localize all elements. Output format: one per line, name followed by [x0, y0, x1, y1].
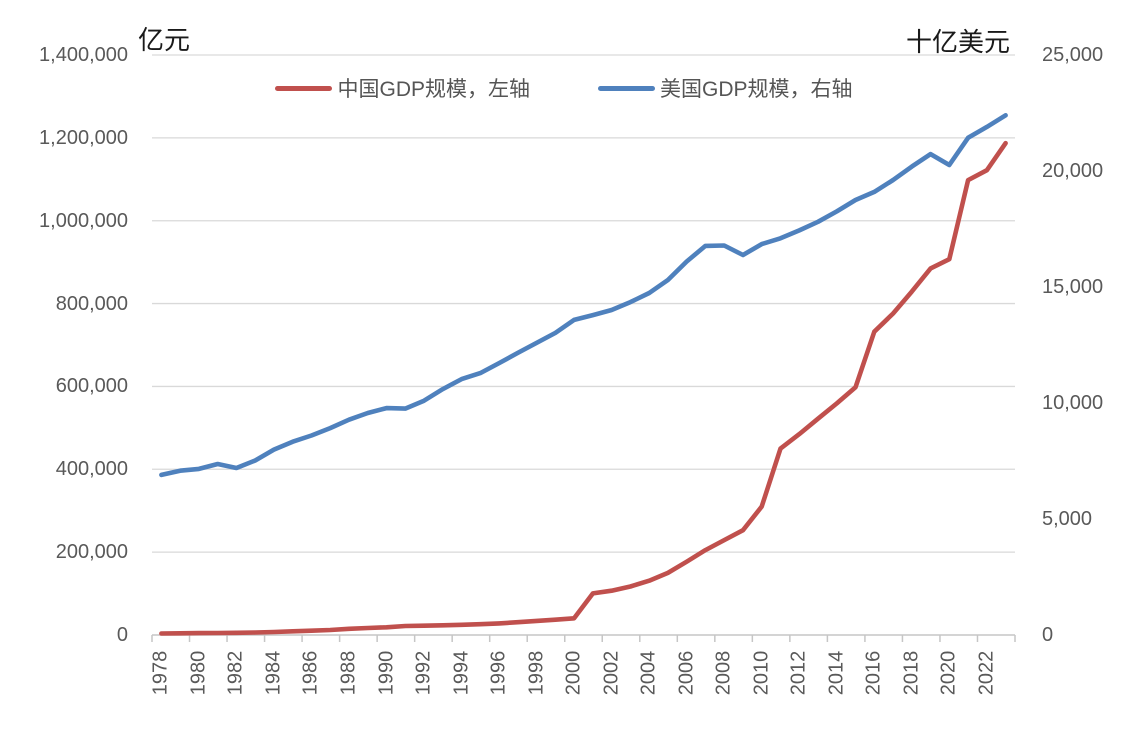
right-axis-tick-label: 15,000 — [1042, 276, 1104, 298]
legend-item-usa: 美国GDP规模，右轴 — [598, 73, 853, 103]
x-tick-label: 1996 — [487, 650, 510, 696]
x-tick-label: 2020 — [937, 650, 960, 696]
left-axis-tick-label: 600,000 — [55, 375, 128, 398]
us-gdp-line — [159, 113, 1008, 478]
right-axis-tick-label: 25,000 — [1042, 44, 1104, 66]
legend: 中国GDP规模，左轴 美国GDP规模，右轴 — [0, 74, 1128, 102]
china-line-swatch-icon — [275, 85, 333, 91]
x-tick-label: 2022 — [975, 650, 998, 696]
right-axis-tick-label: 20,000 — [1042, 160, 1104, 182]
x-tick-label: 1978 — [149, 650, 172, 696]
x-tick-label: 2010 — [750, 650, 773, 696]
x-tick-label: 1992 — [412, 650, 435, 696]
right-axis-tick-label: 5,000 — [1042, 508, 1093, 530]
right-axis-title: 十亿美元 — [906, 28, 1011, 58]
legend-label-china: 中国GDP规模，左轴 — [337, 78, 530, 101]
x-tick-label: 2008 — [712, 650, 735, 696]
x-tick-label: 1982 — [224, 650, 247, 696]
x-tick-label: 1984 — [262, 650, 285, 696]
left-axis-tick-label: 400,000 — [55, 458, 128, 481]
x-tick-label: 1980 — [187, 650, 210, 696]
x-tick-label: 2012 — [787, 650, 810, 696]
usa-line-swatch-icon — [598, 85, 655, 91]
x-tick-label: 2018 — [900, 650, 923, 696]
left-axis-tick-label: 200,000 — [55, 541, 128, 564]
x-tick-label: 2002 — [600, 650, 623, 696]
left-axis-tick-label: 800,000 — [55, 292, 128, 315]
left-axis-tick-label: 1,000,000 — [39, 209, 128, 232]
x-tick-label: 1998 — [525, 650, 548, 696]
china-gdp-line — [159, 140, 1008, 636]
legend-label-usa: 美国GDP规模，右轴 — [660, 78, 853, 101]
left-axis-tick-label: 0 — [116, 624, 128, 646]
x-tick-label: 2016 — [862, 650, 885, 696]
x-tick-label: 1990 — [375, 650, 397, 696]
right-axis-tick-label: 0 — [1042, 624, 1054, 646]
left-axis-tick-label: 1,400,000 — [39, 44, 128, 66]
x-tick-label: 2000 — [562, 650, 585, 696]
x-tick-label: 2014 — [825, 650, 848, 696]
x-tick-label: 2006 — [675, 650, 698, 696]
left-axis-title: 亿元 — [138, 26, 191, 56]
x-tick-label: 1986 — [299, 650, 322, 696]
x-tick-label: 1988 — [337, 650, 360, 696]
left-axis-tick-label: 1,200,000 — [39, 126, 128, 149]
right-axis-tick-label: 10,000 — [1042, 392, 1104, 414]
x-tick-label: 2004 — [637, 650, 660, 696]
x-tick-label: 1994 — [450, 650, 473, 696]
legend-item-china: 中国GDP规模，左轴 — [275, 73, 530, 103]
